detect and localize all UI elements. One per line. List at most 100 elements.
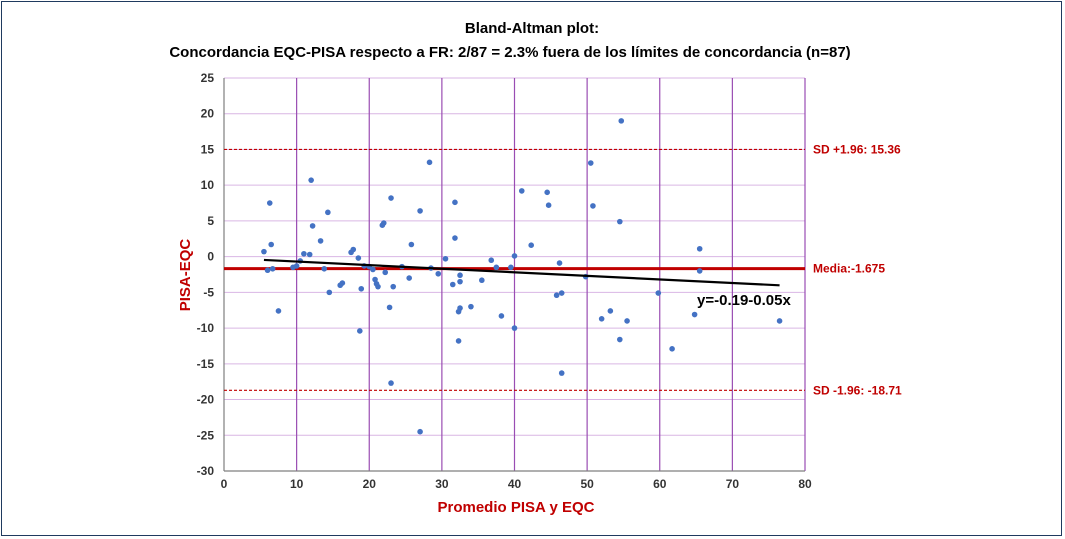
- data-point: [691, 311, 698, 318]
- data-point: [598, 316, 605, 322]
- data-point: [696, 245, 703, 252]
- x-tick-label: 0: [221, 477, 228, 491]
- data-point: [511, 253, 518, 259]
- data-point: [587, 160, 594, 166]
- data-point: [511, 325, 518, 331]
- x-tick-label: 30: [435, 477, 449, 491]
- x-tick-label: 10: [290, 477, 304, 491]
- x-tick-label: 60: [653, 477, 667, 491]
- data-point: [309, 223, 316, 229]
- data-point: [488, 257, 495, 264]
- data-point: [518, 188, 525, 194]
- data-point: [452, 235, 458, 241]
- data-point: [388, 195, 394, 201]
- reference-line-label: Media:-1.675: [813, 262, 885, 276]
- trend-equation: y=-0.19-0.05x: [697, 292, 791, 309]
- data-point: [375, 283, 381, 290]
- data-point: [261, 248, 267, 255]
- data-point: [435, 270, 442, 277]
- data-point: [301, 250, 307, 257]
- data-point: [449, 281, 456, 288]
- y-axis-label: PISA-EQC: [177, 239, 194, 312]
- data-point: [457, 305, 463, 311]
- data-point: [325, 209, 331, 216]
- y-tick-label: -25: [197, 428, 215, 442]
- data-point: [406, 275, 412, 281]
- data-point: [479, 277, 485, 284]
- y-tick-label: 25: [201, 71, 215, 85]
- data-point: [268, 241, 275, 248]
- chart-subtitle: Concordancia EQC-PISA respecto a FR: 2/8…: [169, 44, 850, 61]
- x-tick-label: 40: [508, 477, 522, 491]
- data-point: [776, 318, 783, 324]
- data-point: [388, 380, 394, 386]
- data-point: [457, 272, 463, 279]
- data-point: [457, 278, 463, 285]
- data-point: [326, 289, 333, 296]
- y-tick-label: 20: [201, 107, 215, 121]
- data-point: [468, 303, 474, 310]
- x-axis-label: Promedio PISA y EQC: [438, 499, 595, 516]
- data-point: [266, 200, 273, 206]
- data-point: [556, 260, 563, 266]
- data-point: [317, 238, 324, 244]
- data-point: [372, 276, 378, 283]
- data-point: [493, 264, 500, 271]
- data-point: [696, 268, 703, 274]
- y-tick-label: 5: [207, 214, 214, 228]
- data-point: [655, 290, 662, 296]
- data-point: [590, 203, 596, 209]
- data-points: [261, 118, 783, 435]
- y-tick-label: -30: [197, 464, 215, 478]
- data-point: [558, 290, 565, 296]
- data-point: [390, 283, 397, 290]
- data-point: [358, 285, 365, 292]
- data-point: [417, 208, 423, 214]
- data-point: [617, 336, 623, 343]
- x-tick-label: 20: [363, 477, 377, 491]
- reference-line-label: SD -1.96: -18.71: [813, 383, 902, 397]
- trendline-group: y=-0.19-0.05x: [263, 258, 791, 309]
- data-point: [306, 251, 313, 258]
- data-point: [545, 202, 552, 208]
- data-point: [382, 269, 389, 276]
- data-point: [370, 266, 376, 273]
- y-tick-label: -15: [197, 357, 215, 371]
- data-point: [380, 220, 387, 226]
- y-tick-label: -10: [197, 321, 215, 335]
- data-point: [498, 313, 505, 319]
- data-point: [275, 308, 282, 314]
- trend-line: [263, 258, 780, 287]
- y-tick-label: -5: [203, 285, 214, 299]
- reference-lines: SD +1.96: 15.36 Media:-1.675 SD -1.96: -18…: [224, 142, 902, 397]
- data-point: [386, 304, 393, 311]
- y-tick-label: 15: [201, 142, 215, 156]
- data-point: [339, 280, 346, 286]
- x-tick-label: 50: [580, 477, 594, 491]
- data-point: [355, 255, 362, 261]
- data-point: [442, 255, 449, 262]
- data-point: [426, 159, 433, 166]
- x-tick-label: 70: [726, 477, 740, 491]
- data-point: [508, 264, 514, 271]
- data-point: [321, 265, 328, 272]
- x-tick-label: 80: [798, 477, 812, 491]
- data-point: [293, 263, 300, 269]
- data-point: [417, 428, 423, 435]
- data-point: [308, 177, 314, 183]
- data-point: [607, 308, 614, 314]
- axes: [223, 78, 805, 472]
- data-point: [264, 267, 271, 274]
- chart-title: Bland-Altman plot:: [465, 20, 599, 37]
- data-point: [553, 292, 560, 299]
- y-tick-label: -20: [197, 393, 215, 407]
- data-point: [624, 318, 630, 324]
- data-point: [269, 265, 276, 272]
- data-point: [408, 241, 415, 248]
- data-point: [350, 246, 357, 253]
- data-point: [357, 328, 363, 334]
- data-point: [669, 346, 675, 352]
- grid: [224, 77, 806, 471]
